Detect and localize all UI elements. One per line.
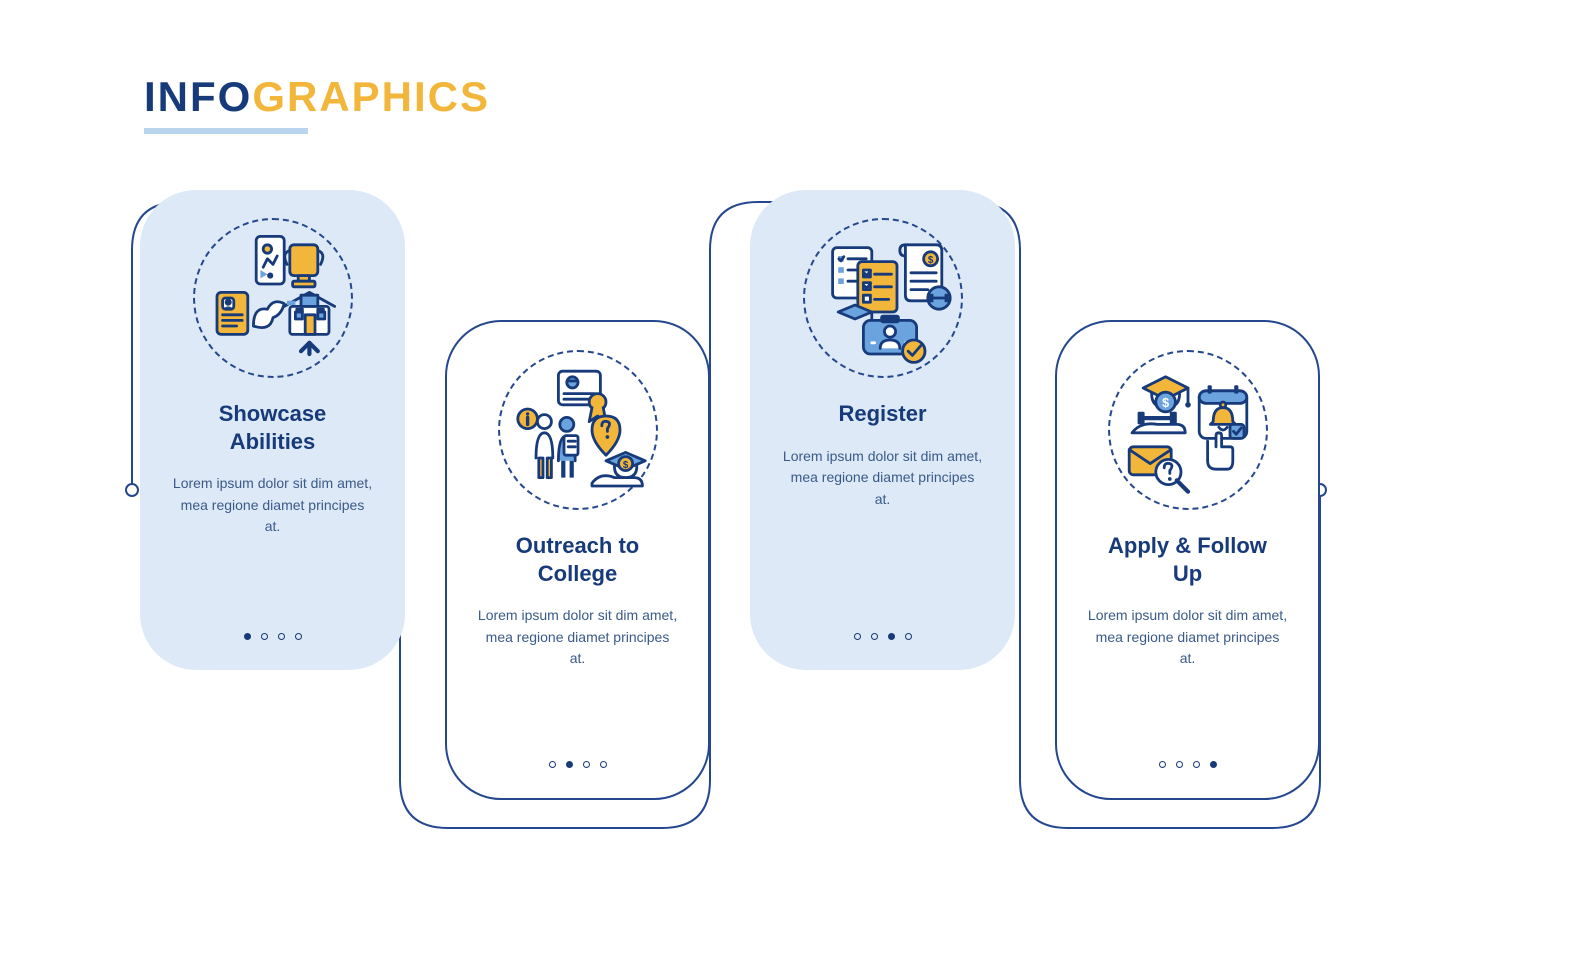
card-wrap-2: $ Outreach to College Lorem ipsum dolor …	[445, 320, 710, 800]
card-dots-2	[549, 761, 607, 768]
icon-ring-1	[193, 218, 353, 378]
svg-text:$: $	[1162, 396, 1169, 410]
pager-dot	[261, 633, 268, 640]
pager-dot	[888, 633, 895, 640]
pager-dot	[549, 761, 556, 768]
outreach-college-icon: $	[508, 360, 648, 500]
pager-dot	[854, 633, 861, 640]
connector-start-dot	[125, 483, 139, 497]
card-title-2: Outreach to College	[483, 532, 673, 587]
pager-dot	[566, 761, 573, 768]
pager-dot	[1193, 761, 1200, 768]
card-wrap-3: $	[750, 190, 1015, 670]
cards-row: Showcase Abilities Lorem ipsum dolor sit…	[140, 190, 1320, 670]
pager-dot	[1159, 761, 1166, 768]
pager-dot	[295, 633, 302, 640]
card-outreach: $ Outreach to College Lorem ipsum dolor …	[445, 320, 710, 800]
card-dots-4	[1159, 761, 1217, 768]
pager-dot	[244, 633, 251, 640]
card-wrap-1: Showcase Abilities Lorem ipsum dolor sit…	[140, 190, 405, 670]
card-body-3: Lorem ipsum dolor sit dim amet, mea regi…	[783, 446, 983, 511]
pager-dot	[1210, 761, 1217, 768]
pager-dot	[583, 761, 590, 768]
pager-dot	[871, 633, 878, 640]
apply-followup-icon: $	[1118, 360, 1258, 500]
page-title: INFOGRAPHICS	[144, 76, 490, 118]
card-title-1: Showcase Abilities	[178, 400, 368, 455]
card-title-4: Apply & Follow Up	[1093, 532, 1283, 587]
svg-text:$: $	[927, 255, 933, 266]
pager-dot	[278, 633, 285, 640]
icon-ring-4: $	[1108, 350, 1268, 510]
card-title-3: Register	[838, 400, 926, 428]
pager-dot	[1176, 761, 1183, 768]
title-underline	[144, 128, 308, 134]
register-icon: $	[813, 228, 953, 368]
pager-dot	[600, 761, 607, 768]
card-register: $	[750, 190, 1015, 670]
icon-ring-3: $	[803, 218, 963, 378]
infographic-header: INFOGRAPHICS	[144, 76, 490, 134]
showcase-abilities-icon	[203, 228, 343, 368]
title-part-1: INFO	[144, 73, 252, 120]
card-dots-3	[854, 633, 912, 640]
pager-dot	[905, 633, 912, 640]
card-apply: $	[1055, 320, 1320, 800]
card-body-4: Lorem ipsum dolor sit dim amet, mea regi…	[1088, 605, 1288, 670]
card-body-2: Lorem ipsum dolor sit dim amet, mea regi…	[478, 605, 678, 670]
card-dots-1	[244, 633, 302, 640]
svg-text:$: $	[622, 460, 628, 471]
card-showcase: Showcase Abilities Lorem ipsum dolor sit…	[140, 190, 405, 670]
icon-ring-2: $	[498, 350, 658, 510]
card-body-1: Lorem ipsum dolor sit dim amet, mea regi…	[173, 473, 373, 538]
title-part-2: GRAPHICS	[252, 73, 490, 120]
card-wrap-4: $	[1055, 320, 1320, 800]
infographic-stage: Showcase Abilities Lorem ipsum dolor sit…	[120, 190, 1340, 870]
